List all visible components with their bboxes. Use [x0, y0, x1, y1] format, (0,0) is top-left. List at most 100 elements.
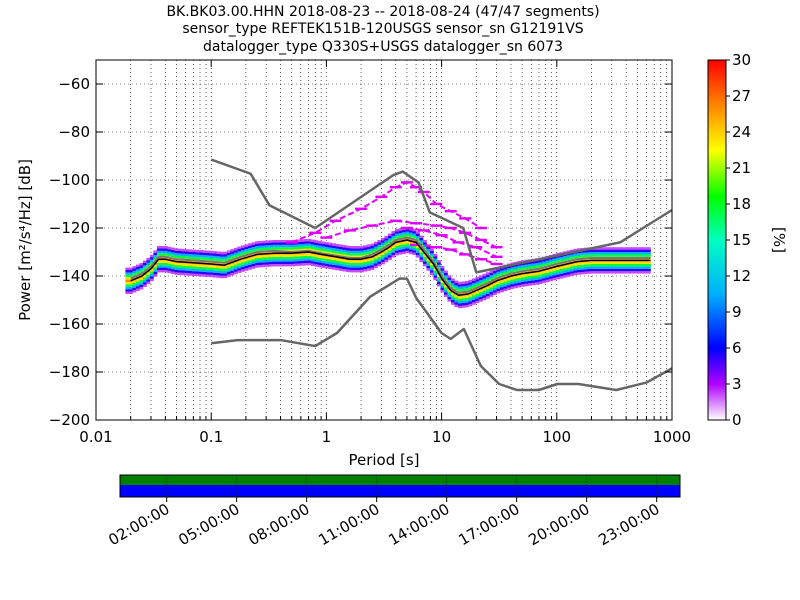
heat-cell — [244, 246, 249, 250]
heat-cell — [128, 274, 133, 278]
heat-cell — [496, 286, 501, 289]
outlier-curve — [406, 227, 497, 258]
heat-cell — [436, 267, 441, 270]
heat-cell — [226, 264, 231, 268]
chart-title-line-3: datalogger_type Q330S+USGS datalogger_sn… — [203, 39, 563, 55]
heat-cell — [527, 266, 532, 269]
heat-cell — [580, 267, 585, 270]
heat-cell — [450, 292, 455, 296]
heat-cell — [370, 246, 375, 249]
heat-cell — [219, 275, 224, 279]
heat-cell — [632, 268, 637, 272]
heat-cell — [583, 254, 588, 258]
heat-cell — [251, 242, 256, 245]
heat-cell — [195, 264, 200, 267]
heat-cell — [629, 266, 634, 269]
heat-cell — [615, 261, 620, 264]
heat-cell — [615, 249, 620, 252]
heat-cell — [237, 251, 242, 254]
heat-cell — [611, 268, 616, 272]
mode-psd-line — [130, 236, 651, 294]
heat-cell — [415, 255, 420, 258]
heat-cell — [468, 303, 473, 307]
heat-cell — [443, 294, 448, 297]
x-tick-label: 10 — [432, 428, 451, 446]
heat-cell — [261, 264, 266, 268]
heat-cell — [170, 252, 175, 255]
heat-cell — [562, 256, 567, 259]
heat-cell — [167, 254, 172, 257]
heat-cell — [191, 273, 196, 277]
heat-cell — [625, 252, 630, 255]
heat-cell — [296, 246, 301, 250]
mean-psd-line — [130, 239, 651, 296]
heat-cell — [590, 254, 595, 257]
x-axis-label: Period [s] — [348, 451, 419, 469]
heat-cell — [296, 256, 301, 259]
heat-cell — [240, 247, 245, 251]
heat-cell — [464, 285, 469, 289]
heat-cell — [524, 283, 529, 287]
heat-cell — [324, 263, 329, 267]
heat-cell — [485, 272, 490, 275]
heat-cell — [548, 269, 553, 272]
heat-cell — [538, 279, 543, 282]
heat-cell — [443, 270, 448, 273]
heat-cell — [279, 242, 284, 245]
heat-cell — [436, 264, 441, 268]
heat-cell — [359, 260, 364, 263]
heat-cell — [205, 255, 210, 258]
heat-cell — [272, 264, 277, 267]
heat-cell — [454, 285, 459, 288]
heat-cell — [531, 266, 536, 269]
heat-cell — [489, 270, 494, 273]
heat-cell — [597, 271, 602, 274]
heat-cell — [513, 283, 518, 286]
heat-cell — [219, 254, 224, 257]
heat-cell — [149, 257, 154, 260]
heat-cell — [370, 260, 375, 263]
heat-cell — [352, 255, 357, 258]
heat-cell — [394, 243, 399, 246]
heat-cell — [163, 267, 168, 271]
heat-cell — [527, 278, 532, 281]
heat-cell — [436, 284, 441, 287]
heat-cell — [125, 289, 130, 292]
heat-cell — [237, 265, 242, 269]
heat-cell — [345, 252, 350, 256]
heat-cell — [317, 245, 322, 249]
heat-cell — [608, 249, 613, 252]
heat-cell — [149, 261, 154, 265]
heat-cell — [142, 284, 147, 287]
heat-cell — [177, 251, 182, 254]
heat-cell — [517, 282, 522, 286]
heat-cell — [601, 271, 606, 274]
heat-cell — [356, 270, 361, 273]
heat-cell — [503, 283, 508, 287]
heat-cell — [573, 270, 578, 273]
heat-cell — [594, 266, 599, 269]
heat-cell — [629, 264, 634, 267]
heat-cell — [450, 285, 455, 289]
heat-cell — [251, 249, 256, 252]
heat-cell — [128, 289, 133, 292]
heat-cell — [307, 260, 312, 263]
heat-cell — [576, 265, 581, 268]
heat-cell — [520, 284, 525, 287]
heat-cell — [492, 275, 497, 279]
heat-cell — [457, 296, 462, 299]
heat-cell — [548, 262, 553, 265]
heat-cell — [153, 271, 158, 275]
heat-cell — [615, 254, 620, 257]
heat-cell — [153, 267, 158, 270]
heat-cell — [153, 264, 158, 268]
heat-cell — [149, 271, 154, 274]
heat-cell — [300, 239, 305, 242]
heat-cell — [331, 257, 336, 261]
heat-cell — [468, 296, 473, 300]
heat-cell — [576, 253, 581, 256]
heat-cell — [174, 265, 179, 268]
heat-cell — [450, 283, 455, 286]
heat-cell — [303, 239, 308, 242]
heat-cell — [391, 238, 396, 241]
